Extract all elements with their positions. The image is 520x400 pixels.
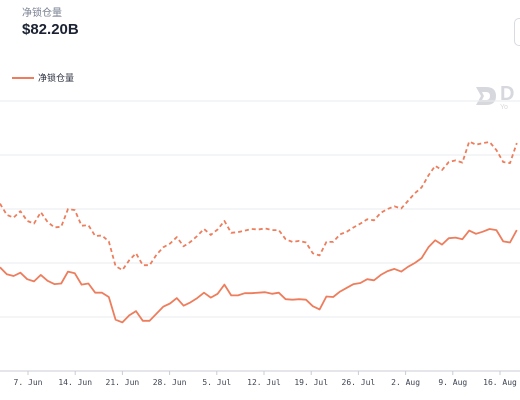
watermark-text: D [500, 83, 515, 105]
x-tick-label: 5. Jul [202, 378, 231, 387]
x-tick-label: 14. Jun [58, 378, 92, 387]
metric-value: $82.20B [22, 21, 79, 38]
legend-item[interactable]: 净锁仓量 [12, 71, 74, 84]
x-tick-label: 2. Aug [391, 378, 420, 387]
x-tick-label: 12. Jul [247, 378, 281, 387]
legend-label: 净锁仓量 [38, 73, 75, 83]
x-tick-label: 9. Aug [438, 378, 467, 387]
x-tick-label: 16. Aug [483, 378, 517, 387]
metric-label: 净锁仓量 [22, 8, 62, 19]
x-tick-label: 7. Jun [14, 378, 43, 387]
legend-swatch [12, 76, 34, 79]
x-tick-label: 19. Jul [294, 378, 328, 387]
series-group [0, 140, 518, 324]
series-line-solid[interactable] [0, 228, 518, 324]
x-tick-label: 21. Jun [106, 378, 140, 387]
metric-header: 净锁仓量 $82.20B [22, 8, 79, 39]
x-axis: 7. Jun 14. Jun 21. Jun 28. Jun 5. Jul 12. Jul… [14, 371, 517, 387]
series-line-dashed[interactable] [0, 140, 518, 271]
grid-lines [0, 100, 520, 372]
watermark-subtext: Yo [500, 104, 508, 111]
chart-options-button[interactable] [514, 18, 520, 46]
x-tick-label: 28. Jun [153, 378, 187, 387]
x-tick-label: 26. Jul [342, 378, 376, 387]
